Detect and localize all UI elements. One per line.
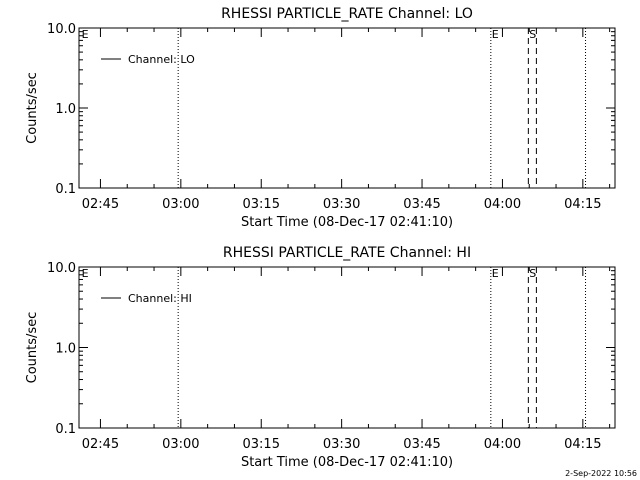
y-tick-label: 1.0 xyxy=(55,102,76,117)
legend-label: Channel: LO xyxy=(128,53,195,66)
y-tick-label: 0.1 xyxy=(55,182,76,197)
event-label: E xyxy=(82,267,89,280)
x-tick-label: 03:00 xyxy=(162,197,199,212)
legend-label: Channel: HI xyxy=(128,292,192,305)
x-tick-label: 04:15 xyxy=(564,437,601,452)
x-tick-label: 03:45 xyxy=(403,197,440,212)
x-tick-label: 03:15 xyxy=(243,197,280,212)
x-tick-label: 03:30 xyxy=(323,437,360,452)
x-axis-label: Start Time (08-Dec-17 02:41:10) xyxy=(241,455,453,470)
y-axis-label: Counts/sec xyxy=(25,312,40,384)
x-tick-label: 02:45 xyxy=(82,197,119,212)
x-tick-label: 04:00 xyxy=(484,197,521,212)
y-tick-label: 10.0 xyxy=(47,22,76,37)
plot-frame xyxy=(78,27,616,189)
event-label: S xyxy=(529,267,536,280)
chart-panel-0: RHESSI PARTICLE_RATE Channel: LO 0.1 1.0 10… xyxy=(25,6,616,230)
x-tick-label: 04:15 xyxy=(564,197,601,212)
event-label: E xyxy=(492,28,499,41)
y-tick-label: 0.1 xyxy=(55,422,76,437)
chart-title: RHESSI PARTICLE_RATE Channel: HI xyxy=(223,245,471,261)
event-label: E xyxy=(492,267,499,280)
x-tick-label: 02:45 xyxy=(82,437,119,452)
y-axis-label: Counts/sec xyxy=(25,72,40,144)
y-tick-label: 1.0 xyxy=(55,342,76,357)
x-axis-label: Start Time (08-Dec-17 02:41:10) xyxy=(241,215,453,230)
x-tick-label: 03:30 xyxy=(323,197,360,212)
chart-title: RHESSI PARTICLE_RATE Channel: LO xyxy=(221,6,473,22)
x-tick-label: 03:00 xyxy=(162,437,199,452)
y-tick-label: 10.0 xyxy=(47,261,76,276)
chart-panel-1: RHESSI PARTICLE_RATE Channel: HI 0.1 1.0 10… xyxy=(25,245,616,470)
x-tick-label: 04:00 xyxy=(484,437,521,452)
event-label: E xyxy=(82,28,89,41)
x-tick-label: 03:15 xyxy=(243,437,280,452)
x-tick-label: 03:45 xyxy=(403,437,440,452)
event-label: S xyxy=(529,28,536,41)
